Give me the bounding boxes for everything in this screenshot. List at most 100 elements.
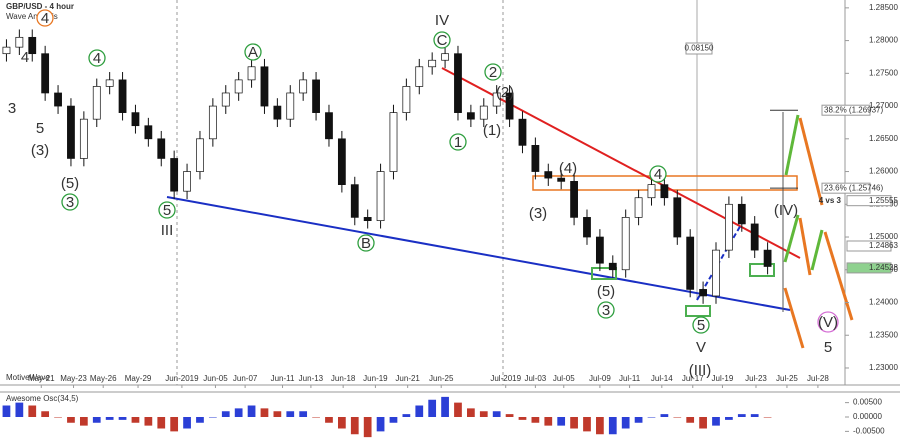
candle-body xyxy=(415,66,424,87)
y-tick-label: 1.28500 xyxy=(869,3,898,12)
candle-body xyxy=(286,92,295,120)
arrow-up xyxy=(784,114,800,176)
wave-label: (3) xyxy=(529,205,547,222)
x-tick-label: Jul-09 xyxy=(589,374,611,383)
osc-bar xyxy=(634,417,643,423)
wave-circle xyxy=(357,234,375,252)
candle-body xyxy=(28,36,37,55)
osc-bar xyxy=(170,417,179,432)
candle-body xyxy=(673,197,682,238)
osc-bar xyxy=(441,396,449,417)
note: 4 vs 3 xyxy=(819,196,842,205)
osc-bar xyxy=(557,417,566,426)
osc-bar xyxy=(763,417,772,418)
osc-bar xyxy=(402,414,411,417)
x-tick-label: Jun-18 xyxy=(331,374,356,383)
osc-bar xyxy=(28,405,37,417)
x-tick-label: Jul-25 xyxy=(776,374,798,383)
candle-body xyxy=(544,171,553,179)
y-tick-label: 1.27500 xyxy=(869,68,898,77)
candle-body xyxy=(15,36,24,48)
osc-bar xyxy=(131,417,140,423)
osc-bar xyxy=(247,405,256,417)
price-mark xyxy=(846,240,892,252)
candle-body xyxy=(750,223,759,251)
candle-body xyxy=(234,79,243,94)
x-tick-label: Jul-14 xyxy=(651,374,673,383)
wave-circle xyxy=(88,49,106,67)
x-tick-label: May-29 xyxy=(125,374,152,383)
candle-body xyxy=(634,197,643,218)
price-mark-label: 1.24528 xyxy=(869,263,898,272)
y-tick-label: 1.26500 xyxy=(869,134,898,143)
wave-label: V xyxy=(696,339,706,356)
chart-title: GBP/USD - 4 hour xyxy=(6,2,74,11)
candle-body xyxy=(157,138,166,159)
note: 0.08150 xyxy=(685,44,714,53)
x-tick-label: Jun-11 xyxy=(271,374,295,383)
y-tick-label: 1.23500 xyxy=(869,330,898,339)
osc-bar xyxy=(363,417,372,438)
arrow-down xyxy=(783,287,805,349)
osc-bar xyxy=(338,417,346,429)
candle-body xyxy=(41,53,50,94)
price-mark-label: 1.24863 xyxy=(869,241,898,250)
candle-body xyxy=(479,105,488,120)
osc-bar xyxy=(712,417,720,426)
candle-body xyxy=(260,66,269,107)
wave-label: 4 xyxy=(41,10,49,27)
candle-body xyxy=(402,86,411,113)
wave-label: 4 xyxy=(21,49,29,66)
candle-body xyxy=(183,171,191,192)
wave-label: 5 xyxy=(36,120,44,137)
osc-bar xyxy=(41,411,50,417)
wave-circle xyxy=(692,316,710,334)
candle-body xyxy=(208,105,217,140)
candle-body xyxy=(54,92,62,107)
osc-bar xyxy=(415,405,424,417)
wave-circle xyxy=(433,31,451,49)
osc-bar xyxy=(105,417,114,420)
target-box xyxy=(749,263,775,277)
wave-label: 4 xyxy=(93,50,101,67)
candle-body xyxy=(660,184,669,199)
osc-bar xyxy=(325,417,333,423)
wave-label: 1 xyxy=(454,134,462,151)
x-tick-label: Jul-19 xyxy=(712,374,734,383)
candle-body xyxy=(505,92,514,120)
osc-bar xyxy=(492,411,501,417)
osc-bar xyxy=(92,417,101,423)
candle-body xyxy=(557,177,566,182)
candle-body xyxy=(363,217,372,222)
wave-label: 5 xyxy=(163,202,171,219)
wave-label: (1) xyxy=(483,122,501,139)
y-tick-label: 1.28000 xyxy=(869,36,898,45)
candle-body xyxy=(441,53,449,61)
candle-body xyxy=(621,217,630,271)
wave-circle xyxy=(597,301,615,319)
osc-bar xyxy=(157,417,166,429)
fib-label: 38.2% (1.26937) xyxy=(824,105,883,114)
osc-bar xyxy=(505,414,514,417)
x-tick-label: Jul-28 xyxy=(807,374,829,383)
osc-bar xyxy=(428,399,437,417)
osc-bar xyxy=(15,402,24,417)
wave-circle xyxy=(449,133,467,151)
wave-label: 2 xyxy=(489,64,497,81)
osc-bar xyxy=(518,417,527,420)
osc-bar xyxy=(725,417,733,420)
x-tick-label: Jul-2019 xyxy=(490,374,521,383)
osc-tick-label: 0.00500 xyxy=(853,398,882,407)
x-tick-label: Jun-21 xyxy=(395,374,420,383)
candle-body xyxy=(724,203,733,251)
arrow-down xyxy=(798,217,812,276)
watermark: MotiveWave xyxy=(6,373,50,382)
osc-bar xyxy=(699,417,707,429)
wave-label: (5) xyxy=(61,175,79,192)
osc-bar xyxy=(79,417,88,426)
price-mark xyxy=(846,262,892,274)
x-tick-label: May-21 xyxy=(28,374,55,383)
support-line xyxy=(166,196,791,311)
